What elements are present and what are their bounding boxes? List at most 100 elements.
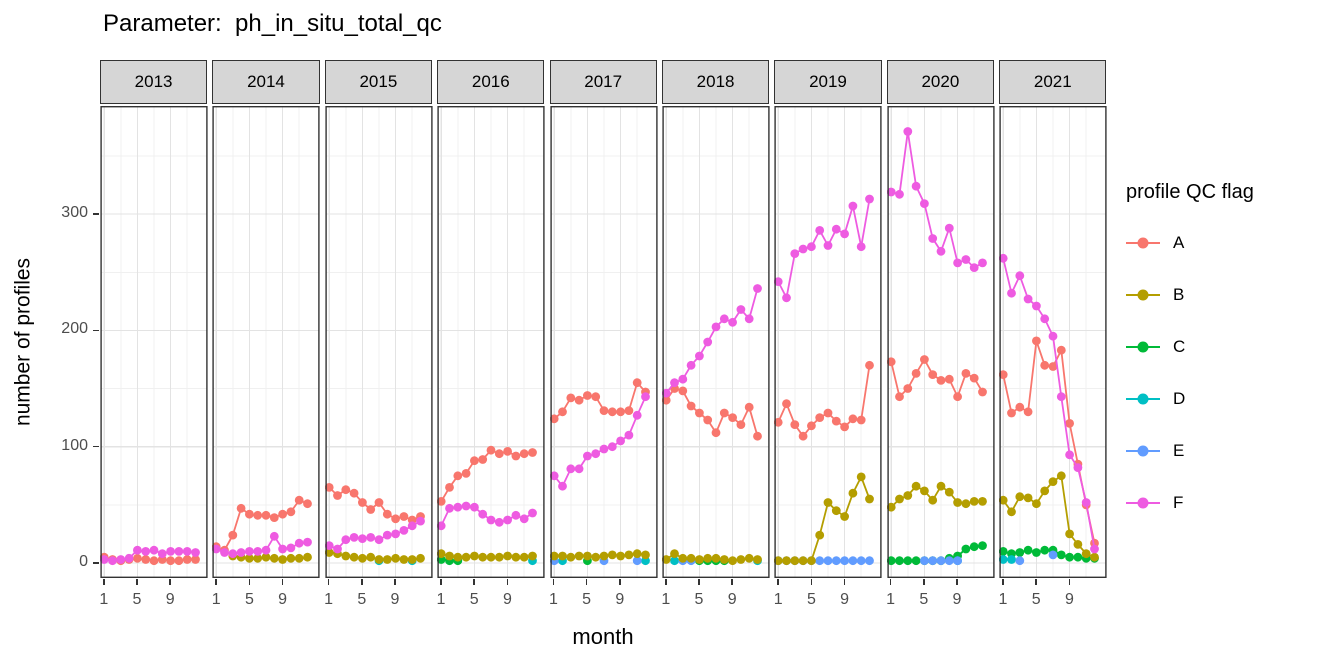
data-point-B bbox=[790, 556, 800, 566]
data-point-B bbox=[615, 551, 625, 561]
data-point-F bbox=[590, 449, 600, 459]
data-point-B bbox=[961, 499, 971, 509]
data-point-A bbox=[253, 510, 263, 520]
facet-strip-2019: 2019 bbox=[774, 60, 882, 104]
data-point-B bbox=[470, 551, 479, 561]
data-point-A bbox=[528, 448, 538, 457]
panel-border bbox=[437, 106, 545, 578]
data-point-A bbox=[382, 509, 392, 519]
data-point-A bbox=[662, 395, 671, 405]
data-point-F bbox=[903, 127, 912, 136]
y-tick-label: 200 bbox=[61, 320, 88, 338]
data-point-F bbox=[790, 249, 800, 258]
data-point-F bbox=[1023, 294, 1033, 304]
data-point-F bbox=[478, 509, 488, 519]
data-point-B bbox=[728, 556, 737, 566]
data-point-F bbox=[191, 548, 200, 557]
data-point-A bbox=[790, 420, 800, 429]
x-tick-label: 5 bbox=[582, 591, 592, 608]
data-point-F bbox=[969, 263, 979, 272]
data-point-F bbox=[574, 464, 584, 474]
data-point-A bbox=[1015, 402, 1025, 412]
data-point-E bbox=[1015, 556, 1025, 566]
data-point-F bbox=[977, 258, 987, 268]
data-point-A bbox=[695, 408, 704, 418]
data-point-F bbox=[736, 305, 746, 314]
x-tick-label: 5 bbox=[244, 591, 254, 608]
data-point-A bbox=[437, 497, 446, 506]
panel-border bbox=[325, 106, 433, 578]
data-point-F bbox=[857, 242, 866, 252]
legend-key-icon-D bbox=[1126, 393, 1160, 405]
data-point-F bbox=[399, 526, 409, 535]
legend-entry-F: F bbox=[1126, 490, 1276, 516]
data-point-F bbox=[124, 553, 134, 563]
data-point-B bbox=[486, 552, 496, 562]
data-point-A bbox=[261, 510, 271, 520]
data-point-A bbox=[278, 509, 288, 519]
legend-label: B bbox=[1173, 285, 1185, 304]
data-point-F bbox=[911, 181, 921, 191]
data-point-B bbox=[278, 555, 288, 564]
data-point-A bbox=[590, 392, 600, 402]
data-point-B bbox=[744, 553, 754, 563]
data-point-A bbox=[519, 449, 529, 459]
x-tick-label: 1 bbox=[998, 591, 1008, 608]
data-point-B bbox=[886, 502, 896, 512]
x-tick-label: 1 bbox=[436, 591, 446, 608]
data-point-F bbox=[1073, 463, 1083, 472]
data-point-B bbox=[261, 552, 271, 562]
data-point-A bbox=[182, 555, 192, 564]
data-point-B bbox=[374, 555, 384, 564]
legend-label: E bbox=[1173, 441, 1185, 460]
x-tick-mark bbox=[889, 579, 892, 585]
data-point-F bbox=[695, 351, 704, 361]
data-point-E bbox=[857, 556, 866, 566]
x-tick-mark bbox=[327, 579, 330, 585]
data-point-A bbox=[686, 401, 696, 411]
x-axis-title: month bbox=[572, 624, 634, 649]
data-point-C bbox=[1023, 545, 1033, 555]
x-tick-mark bbox=[552, 579, 555, 585]
data-point-A bbox=[141, 555, 151, 564]
legend-key-icon-A bbox=[1126, 237, 1160, 249]
x-tick-mark bbox=[665, 579, 667, 585]
data-point-B bbox=[528, 551, 538, 561]
data-point-E bbox=[848, 556, 858, 566]
data-point-A bbox=[678, 386, 688, 396]
data-point-F bbox=[503, 515, 513, 525]
data-point-F bbox=[374, 535, 384, 545]
data-point-A bbox=[495, 449, 504, 459]
x-tick-mark bbox=[923, 579, 925, 585]
data-point-A bbox=[324, 483, 334, 492]
x-tick-label: 9 bbox=[278, 591, 288, 608]
data-point-A bbox=[736, 420, 746, 429]
data-point-F bbox=[711, 322, 721, 332]
data-point-B bbox=[815, 530, 825, 540]
data-point-B bbox=[1057, 471, 1066, 481]
data-point-F bbox=[840, 229, 850, 239]
data-point-A bbox=[753, 431, 762, 441]
data-point-F bbox=[557, 481, 567, 491]
x-tick-mark bbox=[843, 579, 846, 585]
data-point-B bbox=[753, 555, 762, 564]
data-point-A bbox=[357, 498, 367, 507]
data-point-F bbox=[670, 378, 679, 388]
x-tick-label: 5 bbox=[132, 591, 142, 608]
x-tick-mark bbox=[103, 579, 105, 585]
data-point-F bbox=[624, 430, 633, 440]
data-point-A bbox=[461, 469, 471, 478]
x-tick-label: 5 bbox=[694, 591, 704, 608]
data-point-F bbox=[349, 533, 359, 542]
data-point-C bbox=[1057, 550, 1066, 560]
data-point-B bbox=[590, 552, 600, 562]
data-point-F bbox=[495, 517, 504, 527]
data-point-A bbox=[823, 408, 833, 418]
data-point-A bbox=[286, 507, 296, 517]
data-point-B bbox=[549, 551, 559, 561]
x-tick-mark bbox=[473, 579, 475, 585]
data-point-F bbox=[774, 277, 783, 286]
data-point-A bbox=[399, 512, 409, 521]
x-tick-label: 1 bbox=[661, 591, 671, 608]
